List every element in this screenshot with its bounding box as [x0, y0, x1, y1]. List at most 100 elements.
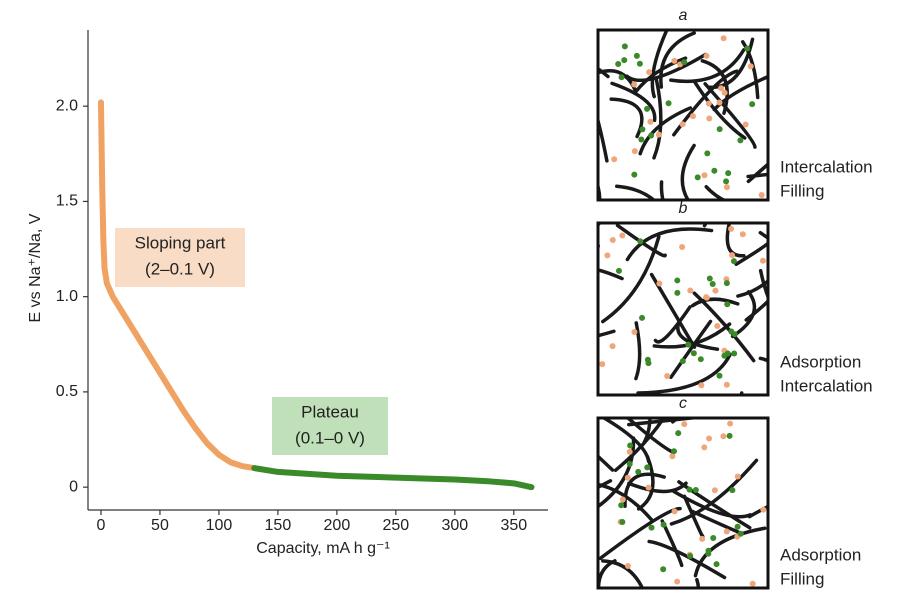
y-tick-label: 1.0 [56, 288, 78, 305]
carbon-layer [598, 506, 682, 561]
x-tick-label: 350 [500, 517, 527, 534]
carbon-layer [598, 114, 609, 163]
y-tick-label: 1.5 [56, 193, 78, 210]
carbon-layer [734, 241, 768, 266]
carbon-layer [758, 268, 768, 302]
sodium-dot [609, 343, 616, 350]
sodium-cluster-dot [627, 442, 634, 449]
sodium-dot [631, 328, 638, 335]
sodium-cluster-dot [705, 550, 712, 557]
sodium-dot [721, 89, 728, 96]
carbon-layer [758, 356, 768, 364]
sodium-cluster-dot [711, 167, 718, 174]
sodium-dot [604, 252, 611, 259]
carbon-layer [598, 329, 616, 338]
sodium-cluster-dot [679, 358, 686, 365]
sodium-dot [619, 232, 626, 239]
sodium-cluster-dot [725, 170, 732, 177]
sodium-dot [611, 156, 618, 163]
sodium-cluster-dot [724, 301, 731, 308]
sodium-cluster-dot [731, 350, 738, 357]
sodium-dot [599, 361, 606, 368]
x-tick-label: 0 [97, 517, 106, 534]
sodium-cluster-dot [633, 52, 640, 59]
panel-label: Adsorption [780, 352, 861, 371]
sodium-dot [739, 231, 746, 238]
sodium-cluster-dot [638, 136, 645, 143]
carbon-layer [730, 290, 757, 339]
carbon-layer [598, 223, 601, 228]
sodium-dot [626, 448, 633, 455]
carbon-layer [598, 559, 617, 588]
sodium-cluster-dot [686, 486, 693, 493]
sodium-cluster-dot [723, 178, 730, 185]
sodium-cluster-dot [728, 328, 735, 335]
carbon-layer [703, 82, 757, 149]
sodium-cluster-dot [713, 561, 720, 568]
carbon-layer [669, 458, 759, 526]
sodium-dot [723, 184, 730, 191]
carbon-layer [615, 184, 657, 200]
sodium-dot [706, 115, 713, 122]
carbon-layer [669, 319, 713, 380]
carbon-layer [598, 243, 600, 256]
sodium-cluster-dot [706, 275, 713, 282]
x-axis-label: Capacity, mA h g⁻¹ [256, 540, 390, 557]
sodium-cluster-dot [660, 521, 667, 528]
sodium-dot [720, 35, 727, 42]
carbon-layer [676, 320, 720, 351]
sodium-cluster-dot [716, 126, 723, 133]
x-tick-label: 300 [441, 517, 468, 534]
carbon-layer [690, 297, 740, 308]
sodium-dot [619, 496, 626, 503]
panel-label: Intercalation [780, 157, 873, 176]
sodium-dot [720, 433, 727, 440]
sodium-dot [749, 580, 756, 587]
sodium-cluster-dot [737, 137, 744, 144]
sodium-dot [728, 225, 735, 232]
annotation-text: (0.1–0 V) [295, 428, 365, 447]
carbon-layer [659, 31, 696, 89]
sodium-cluster-dot [615, 267, 622, 274]
sodium-cluster-dot [645, 360, 652, 367]
sodium-cluster-dot [723, 280, 730, 287]
carbon-layer [615, 223, 667, 258]
sodium-cluster-dot [637, 238, 644, 245]
sodium-dot [734, 473, 741, 480]
panel-frame [596, 221, 770, 397]
sodium-cluster-dot [621, 57, 628, 64]
sodium-cluster-dot [692, 486, 699, 493]
sodium-cluster-dot [675, 430, 682, 437]
sodium-cluster-dot [644, 105, 651, 112]
carbon-layer [695, 577, 701, 588]
data-line [97, 99, 258, 472]
sodium-cluster-dot [749, 101, 756, 108]
sodium-dot [759, 257, 766, 264]
sodium-dot [681, 421, 688, 428]
carbon-layer [725, 223, 746, 258]
sodium-cluster-dot [710, 535, 717, 542]
carbon-layer [638, 106, 693, 156]
carbon-layer [746, 161, 768, 184]
sodium-cluster-dot [687, 553, 694, 560]
sodium-cluster-dot [709, 281, 716, 288]
sodium-dot [727, 420, 734, 427]
sodium-dot [701, 172, 708, 179]
sodium-dot [655, 131, 662, 138]
sodium-dot [656, 280, 663, 287]
annotation-text: Plateau [301, 402, 359, 421]
sodium-cluster-dot [671, 448, 678, 455]
y-tick-label: 0.5 [56, 383, 78, 400]
sodium-cluster-dot [690, 350, 697, 357]
carbon-layer [650, 30, 669, 99]
carbon-layer [660, 519, 684, 568]
y-axis-label: E vs Na⁺/Na, V [27, 213, 44, 322]
carbon-layer [625, 227, 714, 262]
sodium-dot [714, 322, 721, 329]
sodium-cluster-dot [626, 461, 633, 468]
panel-content [598, 418, 768, 588]
carbon-layer [636, 454, 655, 511]
carbon-layer [692, 291, 756, 363]
carbon-layer [634, 321, 642, 381]
sodium-dot [689, 113, 696, 120]
